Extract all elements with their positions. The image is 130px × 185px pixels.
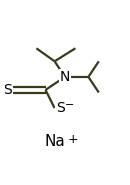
Text: −: − bbox=[64, 100, 74, 110]
Text: N: N bbox=[60, 70, 70, 84]
Text: Na: Na bbox=[44, 134, 65, 149]
Text: S: S bbox=[56, 101, 65, 115]
Text: +: + bbox=[68, 133, 78, 147]
Text: S: S bbox=[3, 83, 12, 97]
